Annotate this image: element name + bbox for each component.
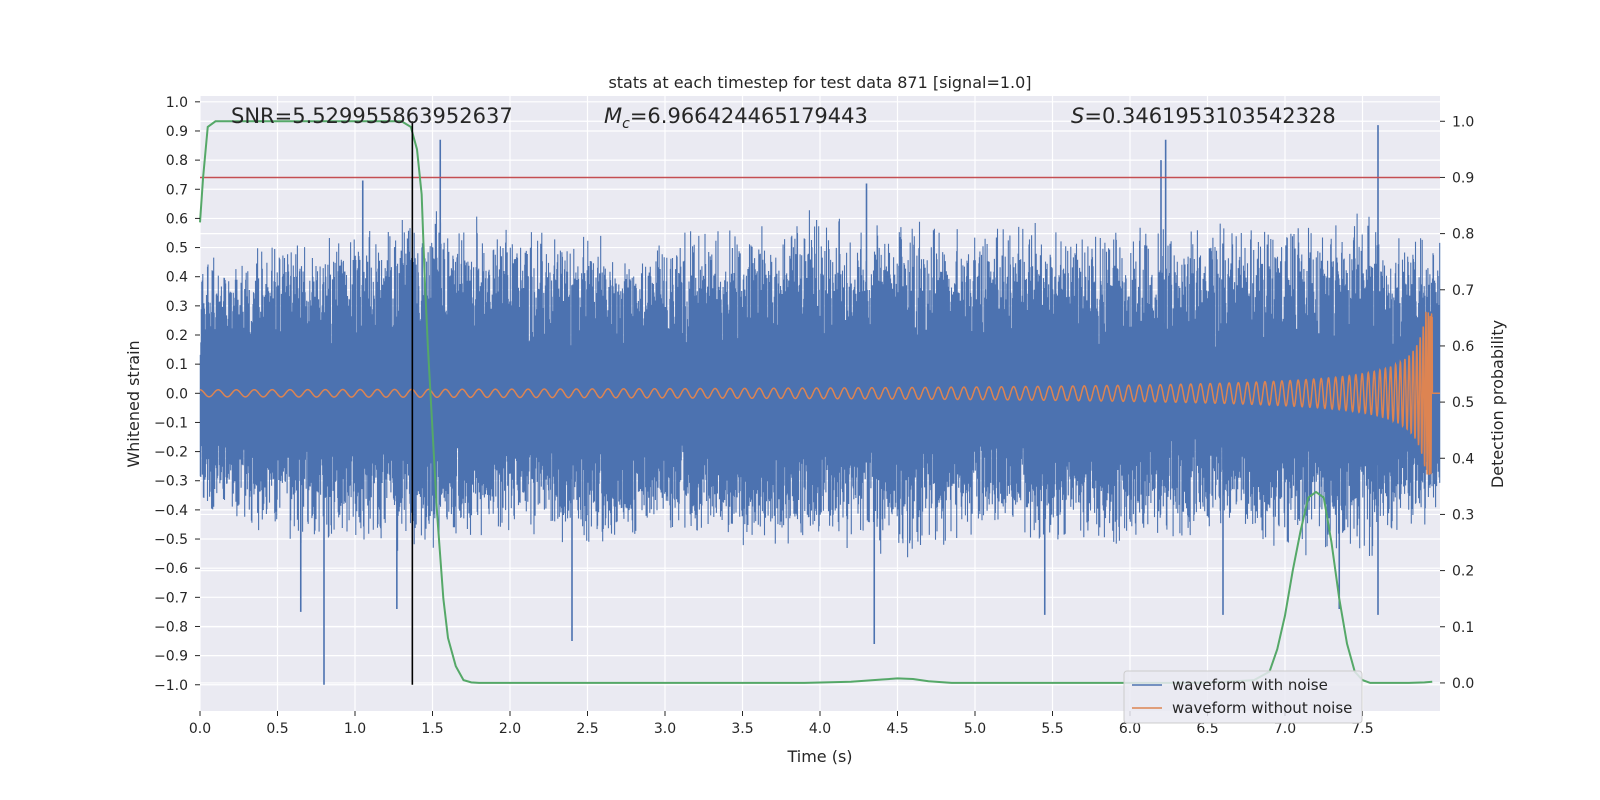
y-tick-label: 0.3 bbox=[166, 299, 188, 315]
right-y-tick-label: 0.1 bbox=[1452, 620, 1474, 636]
y-tick-label: −0.5 bbox=[154, 532, 188, 548]
y-tick-label: −0.8 bbox=[154, 619, 188, 635]
y-tick-label: 0.0 bbox=[166, 386, 188, 402]
y-tick-label: −0.7 bbox=[154, 590, 188, 606]
chart-title: stats at each timestep for test data 871… bbox=[608, 73, 1031, 92]
clean-waveform-line bbox=[199, 311, 1440, 475]
x-tick-label: 6.0 bbox=[1119, 721, 1141, 737]
x-tick-label: 3.5 bbox=[731, 721, 753, 737]
x-tick-label: 1.5 bbox=[421, 721, 443, 737]
y-tick-label: −0.6 bbox=[154, 561, 188, 577]
snr-annotation: SNR=5.529955863952637 bbox=[231, 104, 513, 128]
x-tick-label: 3.0 bbox=[654, 721, 676, 737]
y-tick-label: 0.4 bbox=[166, 270, 188, 286]
x-tick-label: 5.5 bbox=[1041, 721, 1063, 737]
x-tick-label: 7.0 bbox=[1274, 721, 1296, 737]
legend-box bbox=[1123, 670, 1363, 724]
x-tick-label: 2.5 bbox=[576, 721, 598, 737]
y-tick-label: 0.8 bbox=[166, 153, 188, 169]
x-axis-label: Time (s) bbox=[786, 747, 852, 766]
right-y-tick-label: 0.7 bbox=[1452, 283, 1474, 299]
right-y-axis-ticks: 1.0 0.9 0.8 0.7 0.6 0.5 0.4 0.3 0.2 0.1 0.0 bbox=[1440, 114, 1474, 692]
y-tick-label: 1.0 bbox=[166, 95, 188, 111]
x-tick-label: 0.5 bbox=[266, 721, 288, 737]
detection-probability-line bbox=[199, 120, 1433, 684]
noisy-waveform-core bbox=[200, 355, 1433, 432]
x-tick-label: 2.0 bbox=[499, 721, 521, 737]
right-y-tick-label: 0.9 bbox=[1452, 170, 1474, 186]
right-y-tick-label: 0.6 bbox=[1452, 339, 1474, 355]
chirp-mass-symbol: M bbox=[604, 104, 622, 128]
x-tick-label: 4.0 bbox=[809, 721, 831, 737]
legend-label-noisy: waveform with noise bbox=[1172, 676, 1328, 694]
right-y-tick-label: 0.4 bbox=[1452, 451, 1474, 467]
x-tick-label: 7.5 bbox=[1351, 721, 1373, 737]
y-tick-label: −1.0 bbox=[154, 678, 188, 694]
chirp-mass-subscript: c bbox=[622, 116, 630, 132]
chirp-mass-annotation: Mc=6.966424465179443 bbox=[604, 104, 868, 132]
y-tick-label: −0.4 bbox=[154, 503, 188, 519]
y-tick-label: 0.9 bbox=[166, 124, 188, 140]
x-tick-label: 0.0 bbox=[189, 721, 211, 737]
y-tick-label: 0.6 bbox=[166, 211, 188, 227]
x-tick-label: 6.5 bbox=[1196, 721, 1218, 737]
legend-label-clean: waveform without noise bbox=[1172, 699, 1352, 717]
y-tick-label: −0.1 bbox=[154, 415, 188, 431]
right-y-tick-label: 0.0 bbox=[1452, 676, 1474, 692]
right-y-tick-label: 0.3 bbox=[1452, 507, 1474, 523]
right-y-tick-label: 1.0 bbox=[1452, 114, 1474, 130]
legend: waveform with noise waveform without noi… bbox=[1123, 670, 1363, 724]
x-tick-label: 5.0 bbox=[964, 721, 986, 737]
clean-waveform-series bbox=[199, 311, 1440, 475]
s-annotation: S=0.3461953103542328 bbox=[1071, 104, 1336, 128]
x-axis-ticks: 0.0 0.5 1.0 1.5 2.0 2.5 3.0 3.5 4.0 4.5 5.0 5.5 6.0 6… bbox=[189, 711, 1374, 737]
y-axis-label: Whitened strain bbox=[124, 340, 143, 467]
chirp-mass-value: =6.966424465179443 bbox=[630, 104, 868, 128]
y-tick-label: 0.7 bbox=[166, 182, 188, 198]
detection-probability-series bbox=[199, 120, 1433, 684]
right-y-tick-label: 0.8 bbox=[1452, 227, 1474, 243]
s-value: =0.3461953103542328 bbox=[1084, 104, 1335, 128]
s-symbol: S bbox=[1071, 104, 1084, 128]
right-y-axis-label: Detection probability bbox=[1488, 320, 1507, 488]
y-tick-label: 0.5 bbox=[166, 241, 188, 257]
x-tick-label: 1.0 bbox=[344, 721, 366, 737]
y-tick-label: −0.9 bbox=[154, 649, 188, 665]
y-tick-label: −0.2 bbox=[154, 445, 188, 461]
y-tick-label: 0.2 bbox=[166, 328, 188, 344]
left-y-axis-ticks: 1.0 0.9 0.8 0.7 0.6 0.5 0.4 0.3 0.2 0.1 0.0 −0.1 −0.… bbox=[154, 95, 200, 694]
y-tick-label: −0.3 bbox=[154, 474, 188, 490]
y-tick-label: 0.1 bbox=[166, 357, 188, 373]
right-y-tick-label: 0.2 bbox=[1452, 564, 1474, 580]
right-y-tick-label: 0.5 bbox=[1452, 395, 1474, 411]
x-tick-label: 4.5 bbox=[886, 721, 908, 737]
